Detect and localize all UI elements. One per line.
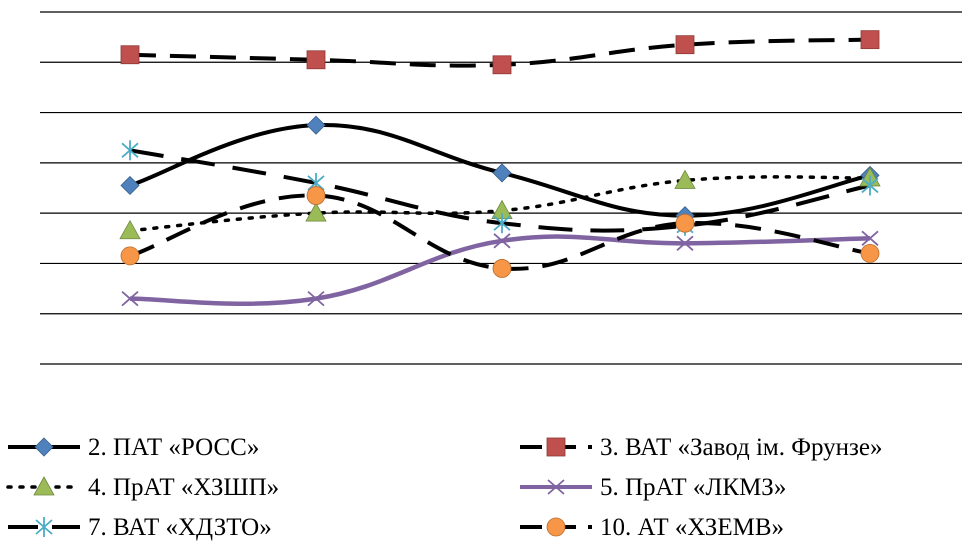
series-markers (119, 30, 881, 307)
legend-item-3: 4. ПрАТ «ХЗШП» (6, 474, 279, 501)
data-point-s4-p3 (493, 233, 511, 249)
legend-marker-6 (546, 517, 566, 537)
data-point-s1-p2 (306, 115, 326, 135)
data-point-s2-p2 (306, 50, 326, 70)
data-point-s5-p5 (861, 175, 879, 196)
data-point-s5-p1 (121, 140, 139, 161)
data-point-s2-p1 (120, 45, 140, 65)
legend-marker-4 (547, 479, 565, 495)
data-point-s2-p4 (675, 35, 695, 55)
data-point-s6-p4 (675, 213, 695, 233)
data-point-s6-p3 (492, 259, 512, 278)
data-point-s2-p3 (492, 55, 512, 75)
data-point-s4-p4 (676, 235, 694, 251)
data-point-s4-p2 (307, 290, 325, 307)
data-point-s2-p5 (860, 30, 880, 50)
data-point-s1-p1 (120, 175, 140, 196)
data-point-s6-p1 (120, 246, 140, 266)
legend-item-2: 3. ВАТ «Завод ім. Фрунзе» (520, 434, 883, 461)
legend-marker-1 (34, 437, 54, 457)
legend-label-1: 2. ПАТ «РОСС» (88, 434, 259, 461)
data-point-s6-p2 (306, 186, 326, 205)
data-point-s1-p3 (492, 163, 512, 183)
legend-label-5: 7. ВАТ «ХДЗТО» (88, 514, 272, 541)
data-point-s6-p5 (860, 243, 880, 263)
legend-label-3: 4. ПрАТ «ХЗШП» (88, 474, 279, 501)
legend-item-1: 2. ПАТ «РОСС» (8, 434, 259, 461)
series-line-6 (129, 193, 871, 271)
legend-marker-3 (33, 476, 55, 496)
legend-marker-5 (35, 517, 53, 537)
legend-item-6: 10. АТ «ХЗЕМВ» (520, 514, 784, 541)
data-point-s5-p3 (493, 213, 511, 234)
legend-label-6: 10. АТ «ХЗЕМВ» (600, 514, 784, 541)
data-point-s4-p1 (121, 290, 139, 307)
data-point-s3-p2 (305, 202, 327, 222)
legend-marker-2 (546, 437, 566, 457)
legend: 2. ПАТ «РОСС» 3. ВАТ «Завод ім. Фрунзе» 4.… (6, 434, 883, 541)
data-point-s3-p1 (119, 219, 141, 240)
legend-label-2: 3. ВАТ «Завод ім. Фрунзе» (600, 434, 883, 461)
legend-item-4: 5. ПрАТ «ЛКМЗ» (520, 474, 786, 501)
data-point-s3-p4 (674, 169, 696, 189)
legend-label-4: 5. ПрАТ «ЛКМЗ» (600, 474, 786, 501)
data-point-s4-p5 (861, 230, 879, 246)
legend-item-5: 7. ВАТ «ХДЗТО» (8, 514, 272, 541)
